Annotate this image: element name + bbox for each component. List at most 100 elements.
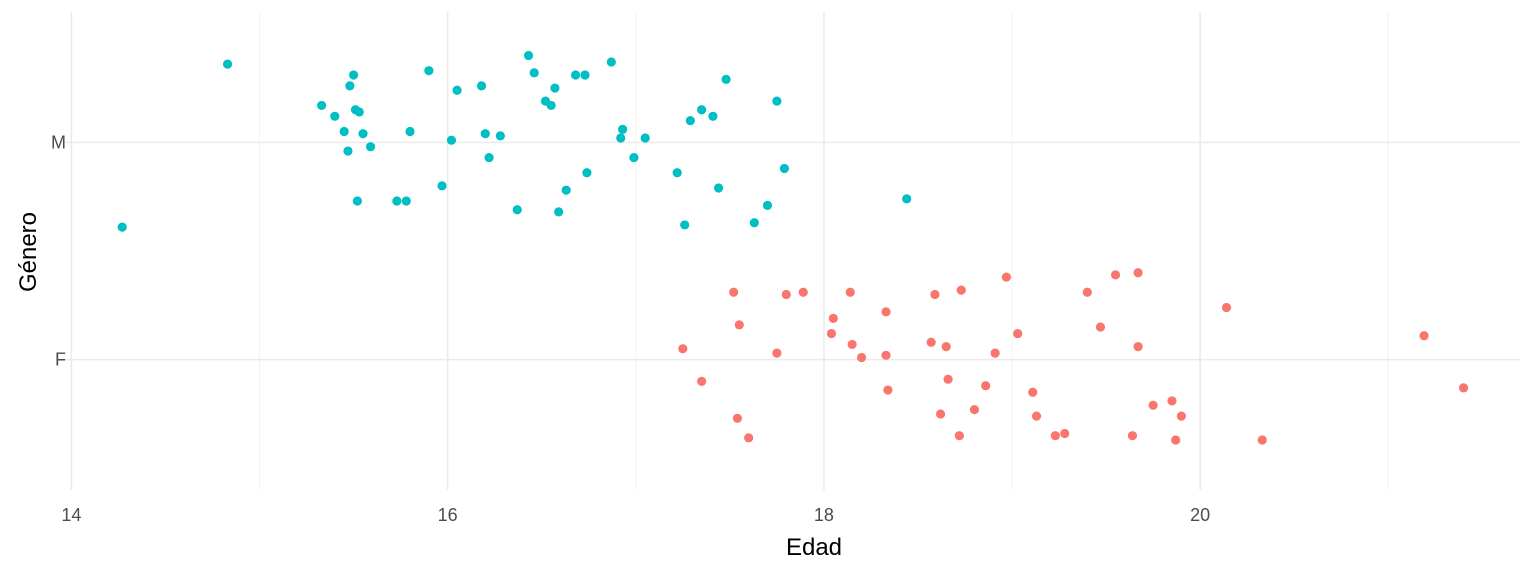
data-point-F: [941, 342, 951, 352]
data-point-M: [446, 135, 457, 145]
data-point-M: [343, 146, 353, 156]
data-point-F: [881, 350, 891, 360]
data-point-M: [779, 163, 790, 174]
data-point-M: [606, 57, 616, 67]
data-point-F: [781, 289, 791, 300]
data-point-M: [680, 220, 690, 230]
data-point-M: [352, 196, 362, 206]
data-point-M: [554, 207, 564, 217]
data-point-M: [392, 196, 402, 206]
data-point-M: [685, 116, 695, 126]
data-point-F: [1171, 435, 1181, 445]
data-point-M: [424, 66, 434, 76]
data-point-M: [480, 129, 490, 139]
data-point-M: [222, 59, 233, 69]
data-point-M: [452, 85, 462, 95]
data-point-M: [721, 74, 731, 84]
data-point-F: [828, 313, 838, 323]
y-tick-label: F: [55, 350, 66, 370]
data-point-M: [629, 152, 639, 163]
data-point-M: [365, 142, 376, 152]
data-point-M: [317, 100, 327, 111]
y-axis-title: Género: [15, 212, 42, 292]
data-point-F: [1013, 328, 1023, 339]
data-point-M: [512, 205, 522, 215]
data-point-M: [354, 107, 364, 117]
data-point-M: [401, 196, 411, 206]
data-point-M: [697, 105, 707, 115]
y-tick-label: M: [51, 132, 66, 152]
data-point-M: [345, 81, 355, 91]
data-point-M: [437, 181, 447, 191]
data-point-M: [561, 185, 571, 195]
y-axis-tick-labels: FM: [51, 132, 66, 369]
data-point-M: [117, 222, 127, 232]
data-point-F: [847, 339, 857, 350]
data-point-F: [981, 381, 991, 391]
data-point-F: [1095, 322, 1106, 332]
data-point-M: [618, 124, 628, 134]
data-point-F: [1133, 342, 1143, 352]
data-point-F: [943, 374, 953, 384]
data-point-F: [1176, 411, 1186, 421]
data-point-F: [772, 348, 782, 358]
data-point-F: [935, 409, 946, 419]
data-point-M: [550, 83, 560, 93]
data-point-F: [678, 344, 688, 354]
data-point-F: [1127, 431, 1138, 441]
data-point-F: [1257, 435, 1267, 445]
data-point-F: [883, 385, 893, 395]
data-point-F: [1060, 428, 1070, 439]
data-point-M: [672, 168, 682, 178]
data-point-F: [926, 337, 936, 347]
data-point-F: [1167, 396, 1177, 406]
x-tick-label: 18: [814, 505, 834, 525]
data-point-M: [640, 133, 650, 143]
data-point-M: [616, 133, 626, 143]
data-point-M: [523, 50, 534, 61]
x-axis-tick-labels: 14 16 18 20: [61, 505, 1210, 525]
data-point-M: [749, 218, 759, 228]
data-point-F: [1133, 268, 1143, 278]
data-point-F: [956, 285, 966, 295]
x-axis-title: Edad: [786, 534, 842, 561]
data-point-M: [570, 70, 581, 80]
data-point-F: [1001, 272, 1012, 282]
data-point-M: [546, 100, 556, 111]
data-point-M: [713, 183, 724, 193]
data-point-F: [697, 376, 707, 386]
data-point-M: [580, 70, 590, 80]
data-point-F: [1050, 431, 1060, 441]
data-point-M: [495, 131, 505, 141]
x-tick-label: 14: [61, 505, 81, 525]
data-point-M: [582, 168, 592, 178]
x-tick-label: 16: [438, 505, 458, 525]
data-point-F: [954, 431, 964, 441]
data-point-F: [1419, 331, 1429, 341]
data-point-F: [1082, 287, 1092, 297]
data-point-F: [1031, 411, 1042, 421]
data-point-F: [729, 287, 739, 297]
data-point-F: [845, 287, 855, 297]
data-point-M: [708, 111, 718, 121]
data-point-M: [529, 68, 539, 78]
data-point-M: [762, 200, 773, 210]
data-point-M: [772, 96, 782, 106]
data-point-M: [330, 111, 340, 121]
data-point-F: [881, 307, 891, 317]
data-point-M: [358, 129, 368, 139]
data-point-M: [902, 194, 912, 204]
data-point-F: [1221, 302, 1232, 313]
data-point-F: [732, 413, 742, 423]
data-points: [117, 50, 1469, 445]
data-point-F: [990, 348, 1000, 358]
data-point-M: [484, 152, 494, 163]
data-point-F: [969, 405, 980, 415]
data-point-M: [349, 70, 359, 80]
data-point-F: [1110, 270, 1121, 280]
x-tick-label: 20: [1190, 505, 1210, 525]
data-point-F: [1028, 387, 1038, 397]
data-point-F: [826, 328, 837, 339]
data-point-M: [476, 81, 487, 91]
